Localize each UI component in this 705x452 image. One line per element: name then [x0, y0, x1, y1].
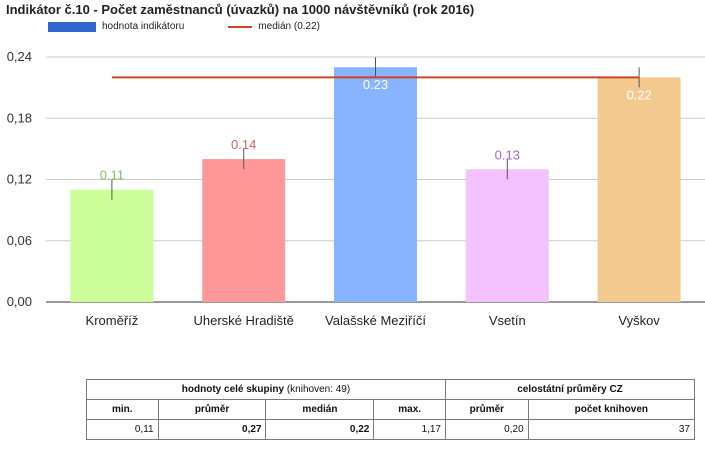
legend-bar-swatch: [48, 21, 96, 32]
group-header: hodnoty celé skupiny (knihoven: 49): [86, 379, 446, 400]
col-library-count: počet knihoven: [527, 399, 696, 420]
stats-header-row: hodnoty celé skupiny (knihoven: 49) celo…: [86, 379, 695, 400]
val-median: 0,22: [265, 419, 375, 440]
legend-line-label: medián (0.22): [258, 21, 320, 32]
y-tick-label: 0,18: [7, 110, 32, 125]
x-tick-label: Valašské Meziříčí: [325, 313, 426, 328]
bar: [333, 67, 418, 302]
bar-value-label: 0.11: [100, 168, 124, 183]
group-header-label: hodnoty celé skupiny: [181, 384, 285, 395]
val-mean: 0,27: [157, 419, 267, 440]
chart-title: Indikátor č.10 - Počet zaměstnanců (úvaz…: [6, 2, 475, 17]
bar-value-label: 0.22: [626, 87, 651, 102]
bar-value-label: 0.23: [363, 77, 388, 92]
x-tick-label: Kroměříž: [86, 313, 139, 328]
val-min: 0,11: [86, 419, 159, 440]
bar: [202, 159, 286, 302]
col-mean: průměr: [157, 399, 267, 420]
col-max: max.: [373, 399, 446, 420]
bar-value-label: 0.14: [231, 137, 256, 152]
bar-chart: 0,00 0,06 0,12 0,18 0,24 0.11 Kroměříž 0.14 Uher…: [7, 49, 705, 328]
bar: [70, 189, 154, 302]
x-tick-label: Vyškov: [618, 313, 660, 328]
x-tick-label: Vsetín: [489, 313, 526, 328]
val-library-count: 37: [527, 419, 696, 440]
legend-line-swatch: [228, 25, 253, 28]
col-median: medián: [265, 399, 375, 420]
y-tick-label: 0,24: [7, 49, 32, 64]
group-header-note: (knihoven: 49): [286, 384, 351, 395]
bar: [597, 77, 681, 303]
y-tick-label: 0,12: [7, 172, 32, 187]
stats-column-row: min. průměr medián max. průměr počet kni…: [86, 399, 696, 420]
legend-bar-label: hodnota indikátoru: [102, 21, 185, 32]
bar-value-label: 0.13: [495, 147, 520, 162]
bar: [465, 169, 549, 302]
y-tick-label: 0,06: [7, 233, 32, 248]
x-tick-label: Uherské Hradiště: [193, 313, 293, 328]
stats-value-row: 0,11 0,27 0,22 1,17 0,20 37: [86, 419, 696, 440]
val-national-mean: 0,20: [445, 419, 529, 440]
col-min: min.: [86, 399, 159, 420]
national-header: celostátní průměry CZ: [445, 379, 695, 400]
val-max: 1,17: [373, 419, 446, 440]
stats-table: hodnoty celé skupiny (knihoven: 49) celo…: [86, 379, 696, 440]
legend: hodnota indikátoru medián (0.22): [48, 21, 320, 32]
col-national-mean: průměr: [445, 399, 529, 420]
y-tick-label: 0,00: [7, 294, 32, 309]
